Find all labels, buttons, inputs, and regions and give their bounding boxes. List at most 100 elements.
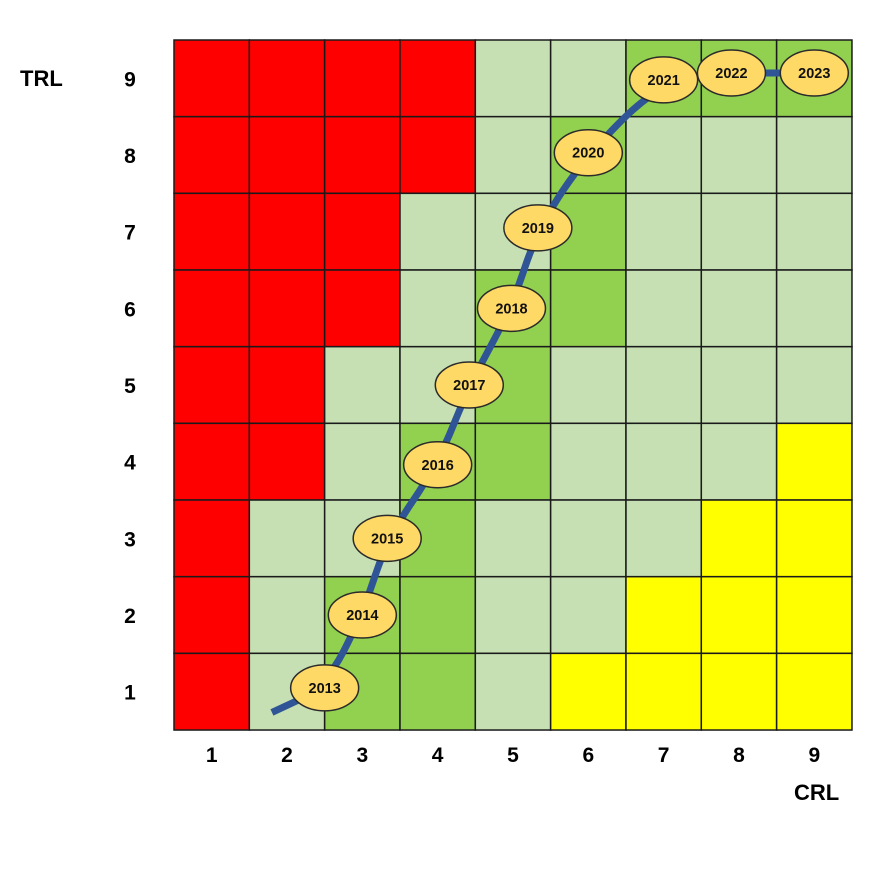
milestone-ellipse: [553, 128, 624, 177]
milestone-2022: 2022: [696, 49, 767, 97]
milestone-ellipse: [476, 284, 547, 333]
milestones: 2013 2014 2015 2016 2017 2018 2019 2020 2021 2022…: [289, 49, 850, 712]
grid-cell: [549, 269, 627, 348]
grid-cell: [625, 575, 703, 655]
milestone-ellipse: [402, 441, 473, 489]
grid-cell: [775, 115, 853, 195]
milestone-2023: 2023: [779, 49, 850, 97]
milestone-ellipse: [289, 664, 360, 712]
milestone-2015: 2015: [352, 514, 422, 563]
grid-cell: [248, 422, 326, 501]
milestone-2014: 2014: [327, 591, 398, 639]
grid-cell: [625, 499, 703, 578]
milestone-2019: 2019: [503, 204, 573, 252]
milestone-2018: 2018: [476, 284, 547, 333]
grid-cell: [248, 345, 326, 425]
grid-cell: [700, 652, 778, 731]
grid-cell: [700, 345, 778, 425]
milestone-label: 2023: [798, 66, 830, 82]
grid-cell: [474, 652, 552, 731]
grid-cell: [323, 192, 401, 271]
grid-cell: [775, 652, 853, 731]
grid-cell: [173, 115, 251, 195]
grid-cell: [700, 422, 778, 501]
grid-cell: [399, 115, 477, 195]
grid-cell: [625, 652, 703, 731]
y-axis-label: TRL: [20, 66, 63, 91]
grid-cell: [775, 499, 853, 578]
y-tick-label: 8: [124, 145, 136, 168]
grid-cells: [173, 39, 853, 731]
x-tick-label: 9: [808, 744, 820, 767]
milestone-label: 2014: [346, 608, 378, 624]
grid-cell: [625, 192, 703, 271]
grid-cell: [625, 345, 703, 425]
milestone-label: 2017: [453, 378, 485, 394]
x-tick-label: 7: [658, 744, 670, 767]
grid-cell: [248, 499, 326, 578]
grid-cell: [399, 575, 477, 655]
grid-cell: [549, 422, 627, 501]
grid-cell: [399, 269, 477, 348]
grid-cell: [549, 345, 627, 425]
y-tick-label: 1: [124, 682, 136, 705]
grid-cell: [173, 192, 251, 271]
milestone-ellipse: [779, 49, 850, 97]
milestone-label: 2016: [422, 458, 454, 474]
grid-cell: [700, 575, 778, 655]
tick-labels: 1 2 3 4 5 6 7 8 9 1 2 3 4 5 6 7 8 9: [124, 68, 820, 767]
x-tick-label: 5: [507, 744, 519, 767]
grid-cell: [549, 575, 627, 655]
grid-cell: [399, 192, 477, 271]
milestone-label: 2019: [522, 221, 554, 237]
grid-cell: [775, 422, 853, 501]
grid-cell: [474, 115, 552, 195]
x-tick-label: 6: [582, 744, 594, 767]
y-tick-label: 4: [124, 452, 136, 475]
milestone-2013: 2013: [289, 664, 360, 712]
grid-cell: [474, 39, 552, 118]
grid-cell: [248, 575, 326, 655]
grid-cell: [625, 269, 703, 348]
milestone-ellipse: [352, 514, 422, 563]
y-tick-label: 9: [124, 68, 136, 91]
milestone-ellipse: [434, 361, 505, 409]
grid-cell: [775, 269, 853, 348]
milestone-label: 2018: [495, 301, 527, 317]
grid-cell: [700, 499, 778, 578]
milestone-label: 2013: [309, 681, 341, 697]
grid-cell: [474, 499, 552, 578]
grid-cell: [323, 269, 401, 348]
grid-cell: [323, 345, 401, 425]
grid-cell: [474, 422, 552, 501]
grid-cell: [173, 345, 251, 425]
grid-cell: [775, 192, 853, 271]
milestone-2020: 2020: [553, 128, 624, 177]
x-tick-label: 3: [356, 744, 368, 767]
grid-cell: [700, 115, 778, 195]
grid-cell: [323, 115, 401, 195]
milestone-2017: 2017: [434, 361, 505, 409]
grid-cell: [248, 269, 326, 348]
grid-cell: [700, 269, 778, 348]
milestone-ellipse: [503, 204, 573, 252]
milestone-label: 2020: [572, 146, 604, 162]
y-tick-label: 3: [124, 528, 136, 551]
y-tick-label: 5: [124, 375, 136, 398]
grid-cell: [775, 345, 853, 425]
x-tick-label: 4: [432, 744, 444, 767]
y-tick-label: 7: [124, 222, 136, 245]
grid-cell: [248, 115, 326, 195]
milestone-ellipse: [327, 591, 398, 639]
milestone-2016: 2016: [402, 441, 473, 489]
grid-cell: [775, 575, 853, 655]
x-tick-label: 1: [206, 744, 218, 767]
y-tick-label: 6: [124, 298, 136, 321]
grid-cell: [625, 115, 703, 195]
grid-cell: [173, 575, 251, 655]
milestone-ellipse: [628, 56, 699, 104]
y-tick-label: 2: [124, 605, 136, 628]
grid-cell: [248, 39, 326, 118]
grid-cell: [549, 39, 627, 118]
